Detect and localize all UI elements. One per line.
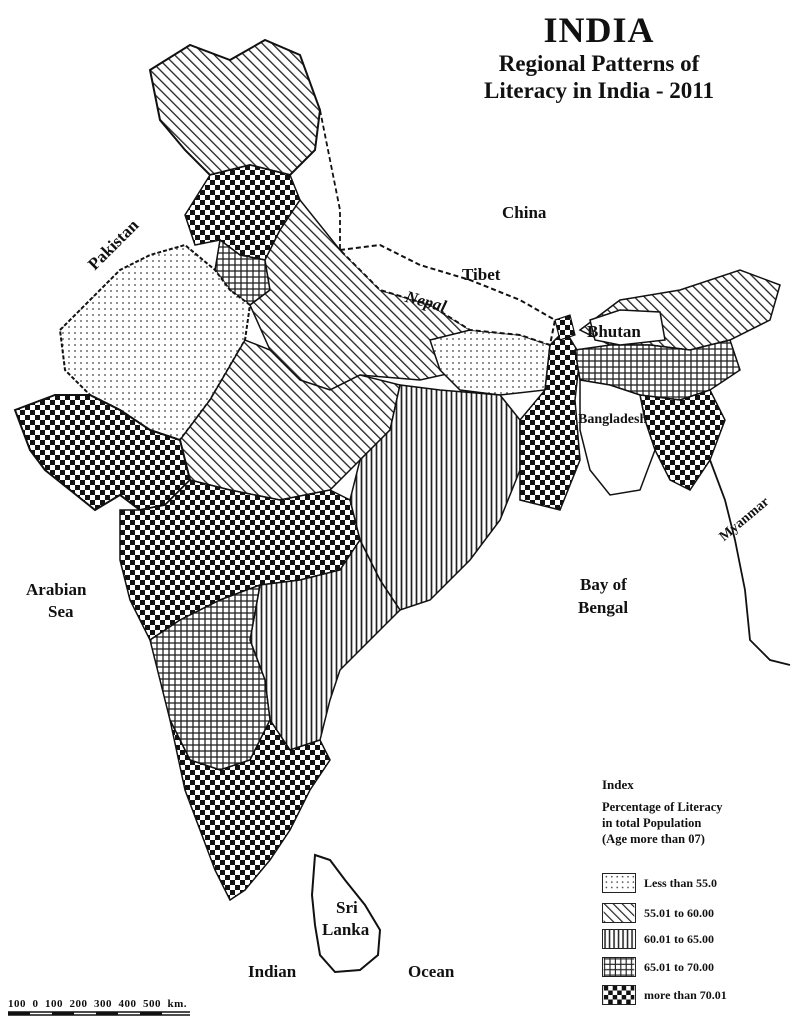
border-china <box>319 109 341 250</box>
sri-lanka <box>310 853 382 974</box>
legend-item: Less than 55.0 <box>602 872 717 894</box>
map-title: INDIA Regional Patterns of Literacy in I… <box>439 10 759 104</box>
title-main: INDIA <box>543 10 655 50</box>
legend-swatch-dots <box>602 873 636 893</box>
legend-item: 60.01 to 65.00 <box>602 928 714 950</box>
label-indian: Indian <box>248 962 297 981</box>
legend: Index Percentage of Literacy in total Po… <box>602 776 792 1005</box>
legend-heading: Index <box>602 777 634 792</box>
border-nepal <box>337 243 557 347</box>
title-line2: Literacy in India - 2011 <box>483 78 714 103</box>
region-uttar-pradesh <box>249 198 471 391</box>
border-bhutan <box>589 309 666 346</box>
legend-label: 60.01 to 65.00 <box>644 931 714 946</box>
legend-swatch-diagonal <box>602 903 636 923</box>
label-tibet: Tibet <box>462 265 501 284</box>
legend-item: more than 70.01 <box>602 984 727 1006</box>
region-jammu-kashmir <box>148 38 322 177</box>
legend-sub-1: Percentage of Literacy <box>602 800 723 814</box>
label-arabian-sea-2: Sea <box>48 602 74 621</box>
label-ocean: Ocean <box>408 962 455 981</box>
label-arabian-sea-1: Arabian <box>26 580 87 599</box>
label-bhutan: Bhutan <box>587 322 641 341</box>
legend-label: Less than 55.0 <box>644 875 718 890</box>
legend-swatch-checker <box>602 985 636 1005</box>
border-bangladesh <box>579 379 656 496</box>
label-china: China <box>502 203 547 222</box>
title-line1: Regional Patterns of <box>498 51 700 76</box>
legend-label: 55.01 to 60.00 <box>644 905 714 920</box>
label-sri-lanka-1: Sri <box>336 898 358 917</box>
label-bay-of-bengal-2: Bengal <box>578 598 629 617</box>
legend-label: 65.01 to 70.00 <box>644 959 714 974</box>
coast-myanmar <box>709 459 791 666</box>
label-bay-of-bengal-1: Bay of <box>580 575 627 594</box>
label-bangladesh: Bangladesh <box>578 412 648 427</box>
scale-bar <box>8 1011 190 1016</box>
region-west-bengal <box>519 328 581 511</box>
legend-item: 55.01 to 60.00 <box>602 902 714 924</box>
region-south <box>169 718 331 902</box>
legend-label: more than 70.01 <box>644 987 727 1002</box>
legend-sub-2: in total Population <box>602 816 702 830</box>
label-sri-lanka-2: Lanka <box>322 920 370 939</box>
legend-swatch-grid <box>602 957 636 977</box>
legend-sub-3: (Age more than 07) <box>602 832 705 846</box>
legend-item: 65.01 to 70.00 <box>602 956 714 978</box>
region-northeast-south <box>639 389 726 491</box>
region-sikkim <box>554 314 576 341</box>
scale-label: 100 0 100 200 300 400 500 km. <box>8 998 188 1010</box>
legend-swatch-vertical <box>602 929 636 949</box>
